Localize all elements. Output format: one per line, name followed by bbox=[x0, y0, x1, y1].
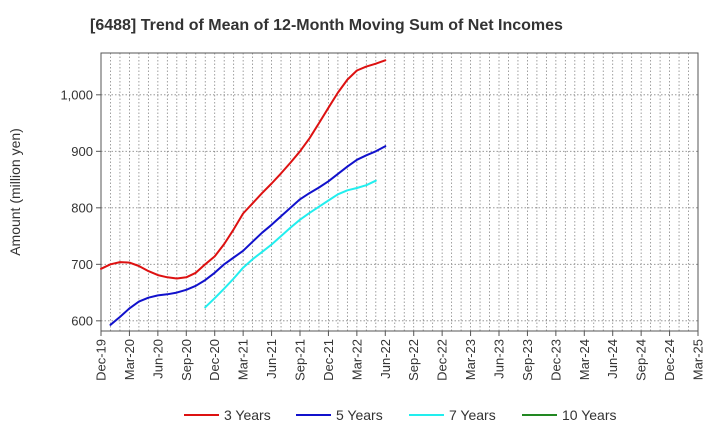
x-tick-label: Sep-22 bbox=[406, 339, 421, 381]
y-tick-label: 700 bbox=[71, 257, 93, 272]
x-tick-label: Mar-22 bbox=[349, 339, 364, 380]
legend: 3 Years 5 Years 7 Years 10 Years bbox=[184, 407, 617, 423]
legend-label: 10 Years bbox=[562, 407, 617, 423]
y-tick-label: 600 bbox=[71, 313, 93, 328]
x-tick-label: Dec-22 bbox=[435, 339, 450, 381]
legend-label: 5 Years bbox=[336, 407, 383, 423]
x-tick-label: Sep-24 bbox=[634, 339, 649, 381]
y-tick-label: 900 bbox=[71, 144, 93, 159]
x-tick-label: Jun-23 bbox=[492, 339, 507, 379]
legend-item: 10 Years bbox=[522, 407, 617, 423]
x-tick-label: Mar-23 bbox=[463, 339, 478, 380]
legend-item: 7 Years bbox=[409, 407, 496, 423]
x-tick-label: Jun-22 bbox=[378, 339, 393, 379]
y-axis-ticks: 600 700 800 900 1,000 bbox=[60, 87, 101, 328]
y-tick-label: 1,000 bbox=[60, 87, 93, 102]
legend-item: 3 Years bbox=[184, 407, 271, 423]
x-tick-label: Jun-24 bbox=[605, 339, 620, 379]
x-tick-label: Dec-20 bbox=[207, 339, 222, 381]
legend-label: 3 Years bbox=[224, 407, 271, 423]
x-tick-label: Dec-19 bbox=[94, 339, 109, 381]
x-tick-label: Mar-25 bbox=[691, 339, 706, 380]
legend-label: 7 Years bbox=[449, 407, 496, 423]
x-tick-label: Dec-23 bbox=[548, 339, 563, 381]
x-tick-label: Sep-21 bbox=[293, 339, 308, 381]
legend-item: 5 Years bbox=[296, 407, 383, 423]
x-tick-label: Sep-20 bbox=[179, 339, 194, 381]
plot-frame bbox=[100, 52, 699, 332]
x-tick-label: Mar-21 bbox=[236, 339, 251, 380]
x-tick-label: Dec-21 bbox=[321, 339, 336, 381]
grid bbox=[101, 53, 698, 331]
series-line-5-years bbox=[109, 145, 387, 326]
x-tick-label: Jun-20 bbox=[150, 339, 165, 379]
x-tick-label: Jun-21 bbox=[264, 339, 279, 379]
chart-title: [6488] Trend of Mean of 12-Month Moving … bbox=[90, 17, 563, 34]
y-axis-label: Amount (million yen) bbox=[7, 128, 23, 256]
x-tick-label: Mar-20 bbox=[122, 339, 137, 380]
x-axis-ticks: Dec-19 Mar-20 Jun-20 Sep-20 Dec-20 Mar-21 Jun-… bbox=[94, 331, 706, 381]
series-line-7-years bbox=[204, 179, 377, 309]
x-tick-label: Mar-24 bbox=[577, 339, 592, 380]
series-line-3-years bbox=[100, 59, 387, 280]
series-lines bbox=[100, 59, 387, 326]
x-tick-label: Dec-24 bbox=[662, 339, 677, 381]
y-tick-label: 800 bbox=[71, 200, 93, 215]
x-tick-label: Sep-23 bbox=[520, 339, 535, 381]
